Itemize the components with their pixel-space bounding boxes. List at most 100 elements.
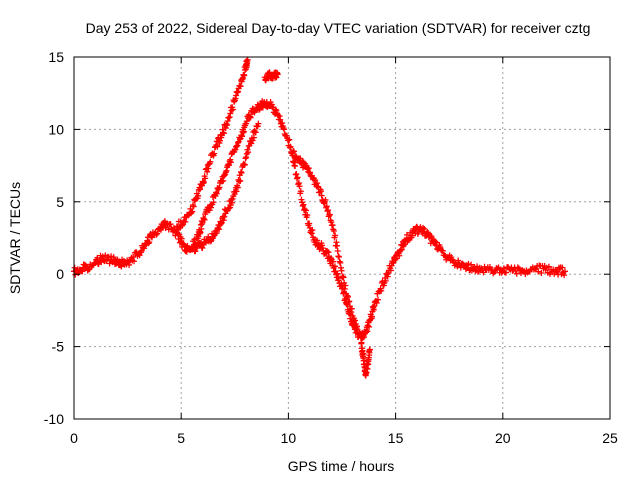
data-point-interp xyxy=(309,226,316,233)
data-point-interp xyxy=(369,313,376,320)
axis-ticks: 0 5 10 15 20 25 -10 -5 0 5 10 15 xyxy=(44,49,618,446)
data-point xyxy=(193,195,200,202)
data-point-interp xyxy=(302,207,309,214)
x-axis-label: GPS time / hours xyxy=(288,458,395,474)
x-tick-label: 20 xyxy=(495,430,511,446)
data-point-interp xyxy=(227,159,234,166)
data-point-interp xyxy=(245,149,252,156)
data-point-interp xyxy=(178,235,185,242)
plot-frame xyxy=(73,56,611,420)
data-point-interp xyxy=(189,208,196,215)
data-point-interp xyxy=(146,239,153,246)
data-point-interp xyxy=(211,150,218,157)
data-point-interp xyxy=(252,129,259,136)
data-point-interp xyxy=(538,269,545,276)
data-point-interp xyxy=(297,188,304,195)
data-point-interp xyxy=(437,243,444,250)
data-point xyxy=(354,323,361,330)
x-tick-label: 0 xyxy=(70,430,78,446)
data-point-interp xyxy=(248,140,255,147)
y-tick-label: 0 xyxy=(56,266,64,282)
data-point-interp xyxy=(241,161,248,168)
data-point-interp xyxy=(561,272,568,279)
data-point-interp xyxy=(154,230,161,237)
data-point-interp xyxy=(213,190,220,197)
data-point xyxy=(300,201,307,208)
data-point-interp xyxy=(545,263,552,270)
data-point-interp xyxy=(382,277,389,284)
data-point-interp xyxy=(200,179,207,186)
data-point-interp xyxy=(237,83,244,90)
data-point-interp xyxy=(403,231,410,238)
data-point-interp xyxy=(204,168,211,175)
series-main-track xyxy=(71,98,568,341)
data-point-interp xyxy=(130,254,137,261)
data-point-interp xyxy=(103,257,110,264)
y-tick-label: 10 xyxy=(48,121,64,137)
data-point-interp xyxy=(234,184,241,191)
data-point-interp xyxy=(342,282,349,289)
series-upper-branch xyxy=(173,56,251,233)
data-point-interp xyxy=(247,114,254,121)
data-point-interp xyxy=(364,328,371,335)
data-point xyxy=(274,71,281,78)
data-point-interp xyxy=(198,225,205,232)
data-point-interp xyxy=(210,199,217,206)
data-point-interp xyxy=(378,287,385,294)
data-point xyxy=(287,143,294,150)
data-point-interp xyxy=(217,137,224,144)
data-point-interp xyxy=(296,183,303,190)
x-tick-label: 25 xyxy=(602,430,618,446)
data-point-interp xyxy=(71,264,78,271)
data-point-interp xyxy=(326,211,333,218)
series-dip-spike xyxy=(358,339,373,379)
data-point-interp xyxy=(190,203,197,210)
data-point-interp xyxy=(313,237,320,244)
data-point-interp xyxy=(214,143,221,150)
data-point xyxy=(244,56,251,63)
data-point-interp xyxy=(238,169,245,176)
data-point-interp xyxy=(500,265,507,272)
data-point-interp xyxy=(366,323,373,330)
data-point-interp xyxy=(439,247,446,254)
data-point-interp xyxy=(375,296,382,303)
data-point-interp xyxy=(503,269,510,276)
series-lower-branch xyxy=(191,120,262,255)
data-point xyxy=(561,268,568,275)
data-point-interp xyxy=(229,106,236,113)
y-tick-label: 5 xyxy=(56,194,64,210)
data-point-interp xyxy=(325,207,332,214)
data-point-interp xyxy=(106,260,113,267)
data-point-interp xyxy=(225,205,232,212)
data-point-interp xyxy=(334,270,341,277)
x-tick-label: 5 xyxy=(177,430,185,446)
data-point-interp xyxy=(468,261,475,268)
data-point-interp xyxy=(250,134,257,141)
data-point-interp xyxy=(286,136,293,143)
data-point-interp xyxy=(513,270,520,277)
data-point-interp xyxy=(304,212,311,219)
data-point-interp xyxy=(227,110,234,117)
data-point-interp xyxy=(338,280,345,287)
data-point-interp xyxy=(167,221,174,228)
y-tick-label: -10 xyxy=(44,411,64,427)
chart-title: Day 253 of 2022, Sidereal Day-to-day VTE… xyxy=(86,20,591,36)
data-point-interp xyxy=(329,258,336,265)
data-point-interp xyxy=(183,248,190,255)
data-point-interp xyxy=(358,339,365,346)
data-point-interp xyxy=(494,265,501,272)
data-point xyxy=(366,346,373,353)
data-point-interp xyxy=(197,229,204,236)
data-point-interp xyxy=(360,334,367,341)
data-point-interp xyxy=(535,268,542,275)
data-point-interp xyxy=(348,305,355,312)
data-point-interp xyxy=(170,224,177,231)
data-point-interp xyxy=(221,213,228,220)
data-point-interp xyxy=(131,258,138,265)
data-point-interp xyxy=(559,264,566,271)
data-point xyxy=(334,248,341,255)
data-point-interp xyxy=(294,174,301,181)
data-point-interp xyxy=(201,216,208,223)
